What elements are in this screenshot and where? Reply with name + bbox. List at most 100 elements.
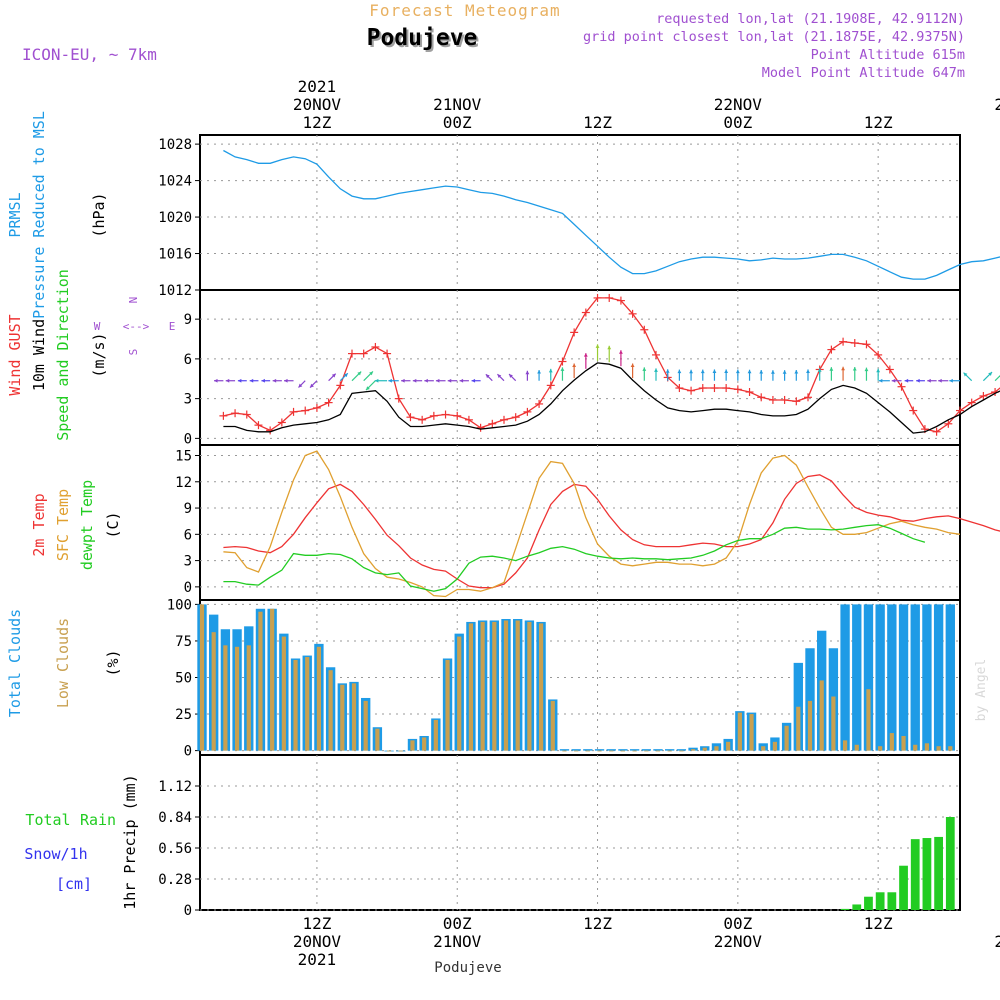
wind-direction-arrow <box>782 370 787 381</box>
clouds-bar-1 <box>550 700 555 751</box>
gust-marker <box>581 308 590 317</box>
wind-direction-arrow <box>712 369 717 381</box>
gust-marker <box>289 407 298 416</box>
precip-ytick-label: 0.56 <box>158 841 192 857</box>
clouds-bar-1 <box>948 746 953 751</box>
clouds-bar-1 <box>270 608 275 751</box>
wind-direction-arrow <box>724 369 729 381</box>
clouds-bar-1 <box>761 746 766 751</box>
wind-direction-arrow <box>771 370 775 381</box>
top-axis-date: 22NOV <box>714 95 763 114</box>
top-time-axis: 202120NOV12Z21NOV00Z12Z22NOV00Z12Z23NOV0… <box>293 77 1000 132</box>
pressure-ytick-label: 1028 <box>158 137 192 153</box>
bottom-axis-hour: 12Z <box>302 914 331 933</box>
clouds-bar-1 <box>293 659 298 751</box>
wind-arrow-head <box>829 367 834 371</box>
pressure-panel: 1012 1016 1020 1024 1028 PRMSL Pressure Reduce… <box>6 111 1000 319</box>
clouds-bar-1 <box>726 741 731 751</box>
gust-marker <box>476 423 485 432</box>
wind-arrow-head <box>366 386 370 391</box>
location-title: Podujeve <box>367 25 478 51</box>
wind-direction-arrow <box>747 369 752 381</box>
wind-direction-arrow <box>891 378 902 383</box>
gust-marker <box>839 337 848 346</box>
wind-arrow-head <box>525 370 530 375</box>
temperature-side-label: 2m Temp <box>30 493 48 556</box>
gust-marker <box>967 398 976 407</box>
clouds-bar-0 <box>665 749 675 751</box>
precip-bar-0 <box>875 892 885 910</box>
model-point-altitude: Model Point Altitude 647m <box>762 65 965 81</box>
gust-marker <box>558 357 567 366</box>
gust-marker <box>652 350 660 359</box>
clouds-bar-1 <box>807 700 813 751</box>
wind-direction-arrow <box>817 368 822 381</box>
clouds-bar-1 <box>398 750 403 752</box>
location-title-shadow: Podujeve <box>369 27 480 53</box>
clouds-bar-1 <box>585 750 590 752</box>
wind-arrow-shaft <box>994 374 1000 382</box>
wind-direction-arrow <box>225 378 236 383</box>
wind-arrow-head <box>447 378 452 383</box>
wind-arrow-head <box>595 344 600 348</box>
clouds-bar-1 <box>386 750 392 752</box>
clouds-bar-1 <box>924 743 930 751</box>
clouds-bar-0 <box>910 604 920 751</box>
wind-direction-arrow <box>806 369 810 381</box>
clouds-bar-1 <box>866 689 871 751</box>
top-axis-date: 20NOV <box>293 95 342 114</box>
compass-west-label: W <box>94 320 101 333</box>
wind-direction-arrow <box>607 345 612 363</box>
footer-location: Podujeve <box>434 960 501 976</box>
precip-panel: 0 0.28 0.56 0.84 1.12 Total Rain Snow/1h [cm] 1hr… <box>24 754 961 919</box>
clouds-bar-1 <box>609 750 614 752</box>
precip-bar-0 <box>934 836 943 910</box>
wind-arrow-head <box>225 378 230 383</box>
wind-direction-arrow <box>537 370 541 381</box>
wind-arrow-head <box>343 373 348 378</box>
precip-bar-0 <box>887 892 897 910</box>
clouds-bar-1 <box>632 750 637 752</box>
clouds-bar-1 <box>597 750 602 752</box>
gust-marker <box>500 415 508 424</box>
wind-side-label: Speed and Direction <box>54 269 72 441</box>
wind-arrow-head <box>891 378 896 383</box>
clouds-bar-0 <box>945 604 955 751</box>
bottom-axis-tick: 12Z <box>864 914 893 933</box>
wind-direction-arrow <box>261 378 271 383</box>
gust-marker <box>874 350 883 359</box>
wind-panel: 0 3 6 9 Wind GUST 10m Wind Speed and Direction… <box>6 269 1000 447</box>
wind-arrow-head <box>369 371 373 376</box>
clouds-side-label: Low Clouds <box>54 618 72 708</box>
wind-direction-arrow <box>876 368 881 381</box>
temperature-side-label: dewpt Temp <box>78 480 96 570</box>
bottom-time-axis: 12Z20NOV202100Z21NOV12Z00Z22NOV12Z00Z23N… <box>293 914 1000 969</box>
wind-arrow-head <box>537 370 541 374</box>
wind-direction-arrow <box>497 373 505 382</box>
wind-direction-arrow <box>654 368 658 381</box>
clouds-bar-1 <box>889 733 894 751</box>
gust-marker <box>312 403 321 412</box>
gust-marker <box>932 427 941 436</box>
bottom-axis-hour: 12Z <box>583 914 612 933</box>
wind-direction-arrow <box>665 369 670 381</box>
wind-arrow-head <box>485 374 490 379</box>
wind-arrow-head <box>782 370 787 374</box>
bottom-axis-tick: 12Z <box>583 914 612 933</box>
wind-frame <box>199 289 961 446</box>
wind-direction-arrow <box>388 378 399 383</box>
wind-direction-arrow <box>630 363 635 379</box>
gust-marker <box>768 395 777 404</box>
clouds-bar-0 <box>922 604 932 751</box>
temperature-ytick-label: 0 <box>184 580 192 596</box>
compass-north-label: N <box>127 297 140 304</box>
wind-arrow-head <box>927 378 931 383</box>
clouds-bar-1 <box>340 684 345 751</box>
wind-direction-arrow <box>759 370 764 381</box>
wind-direction-arrow <box>829 367 834 381</box>
wind-arrow-head <box>864 367 869 372</box>
precip-bar-0 <box>910 839 920 910</box>
clouds-bar-0 <box>629 749 640 751</box>
